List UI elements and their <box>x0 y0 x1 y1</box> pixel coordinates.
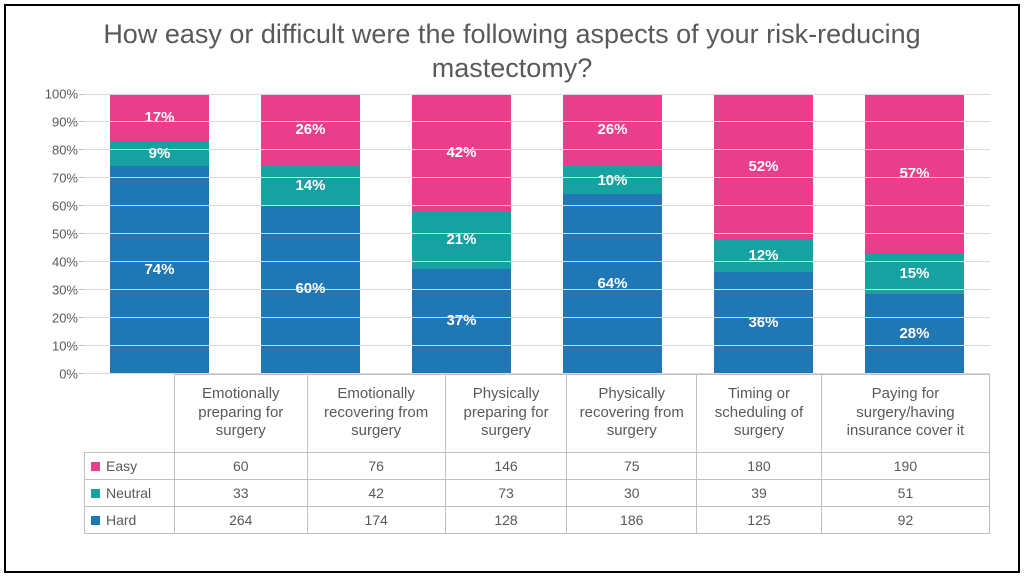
bar-segment-easy: 26% <box>261 94 359 167</box>
bar-segment-hard: 74% <box>110 166 208 372</box>
bar-segment-hard: 64% <box>563 194 661 373</box>
legend-swatch <box>91 462 100 471</box>
data-table-body: Emotionally preparing for surgeryEmotion… <box>85 374 990 533</box>
table-cell: 128 <box>445 506 567 533</box>
table-category-cell: Emotionally preparing for surgery <box>175 374 308 452</box>
y-axis: 0%10%20%30%40%50%60%70%80%90%100% <box>34 94 84 374</box>
gridline <box>84 345 990 346</box>
table-cell: 39 <box>697 479 822 506</box>
plot-area: 74%9%17%60%14%26%37%21%42%64%10%26%36%12… <box>84 94 990 374</box>
gridline <box>84 233 990 234</box>
gridline <box>84 373 990 374</box>
y-tick-label: 90% <box>52 114 78 129</box>
bar-segment-easy: 42% <box>412 94 510 211</box>
table-cell: 76 <box>307 452 445 479</box>
legend-cell-easy: Easy <box>85 452 175 479</box>
y-tick-label: 50% <box>52 226 78 241</box>
y-tickmark <box>79 233 84 234</box>
gridline <box>84 261 990 262</box>
bar-segment-hard: 37% <box>412 269 510 372</box>
y-tickmark <box>79 373 84 374</box>
chart-title: How easy or difficult were the following… <box>34 18 990 86</box>
y-tickmark <box>79 121 84 122</box>
y-tickmark <box>79 205 84 206</box>
y-tick-label: 70% <box>52 170 78 185</box>
table-category-cell: Paying for surgery/having insurance cove… <box>821 374 989 452</box>
bar-segment-easy: 52% <box>714 94 812 239</box>
table-cell: 30 <box>567 479 697 506</box>
gridline <box>84 177 990 178</box>
y-tick-label: 60% <box>52 198 78 213</box>
bar-segment-easy: 57% <box>865 94 963 253</box>
table-row: Hard26417412818612592 <box>85 506 990 533</box>
gridline <box>84 205 990 206</box>
y-tick-label: 40% <box>52 254 78 269</box>
table-cell: 180 <box>697 452 822 479</box>
table-cell: 146 <box>445 452 567 479</box>
legend-cell-neutral: Neutral <box>85 479 175 506</box>
chart-area: 0%10%20%30%40%50%60%70%80%90%100% 74%9%1… <box>34 94 990 374</box>
y-tickmark <box>79 317 84 318</box>
table-cell: 186 <box>567 506 697 533</box>
table-cell: 264 <box>175 506 308 533</box>
table-category-cell: Physically preparing for surgery <box>445 374 567 452</box>
legend-swatch <box>91 489 100 498</box>
table-category-cell: Timing or scheduling of surgery <box>697 374 822 452</box>
table-cell: 60 <box>175 452 308 479</box>
bar-segment-hard: 36% <box>714 272 812 372</box>
table-cell: 125 <box>697 506 822 533</box>
bar-segment-neutral: 14% <box>261 166 359 205</box>
y-tickmark <box>79 177 84 178</box>
bar-segment-neutral: 9% <box>110 141 208 166</box>
table-blank-cell <box>85 374 175 452</box>
data-table: Emotionally preparing for surgeryEmotion… <box>84 374 990 534</box>
table-category-row: Emotionally preparing for surgeryEmotion… <box>85 374 990 452</box>
gridline <box>84 121 990 122</box>
bar-segment-easy: 26% <box>563 94 661 167</box>
y-tick-label: 30% <box>52 282 78 297</box>
y-tickmark <box>79 149 84 150</box>
gridline <box>84 289 990 290</box>
y-tick-label: 0% <box>59 366 78 381</box>
table-category-cell: Emotionally recovering from surgery <box>307 374 445 452</box>
table-cell: 75 <box>567 452 697 479</box>
y-tickmark <box>79 94 84 95</box>
table-cell: 73 <box>445 479 567 506</box>
gridline <box>84 94 990 95</box>
bar-segment-hard: 28% <box>865 294 963 372</box>
gridline <box>84 149 990 150</box>
legend-swatch <box>91 516 100 525</box>
table-cell: 51 <box>821 479 989 506</box>
bar-segment-neutral: 12% <box>714 239 812 272</box>
y-tick-label: 20% <box>52 310 78 325</box>
y-tick-label: 10% <box>52 338 78 353</box>
table-row: Easy607614675180190 <box>85 452 990 479</box>
bar-segment-neutral: 10% <box>563 166 661 194</box>
legend-cell-hard: Hard <box>85 506 175 533</box>
table-category-cell: Physically recovering from surgery <box>567 374 697 452</box>
y-tick-label: 80% <box>52 142 78 157</box>
y-tickmark <box>79 345 84 346</box>
table-row: Neutral334273303951 <box>85 479 990 506</box>
y-tick-label: 100% <box>45 86 78 101</box>
y-tickmark <box>79 289 84 290</box>
table-cell: 174 <box>307 506 445 533</box>
table-cell: 190 <box>821 452 989 479</box>
chart-frame: How easy or difficult were the following… <box>4 4 1020 573</box>
bar-segment-easy: 17% <box>110 94 208 141</box>
table-cell: 33 <box>175 479 308 506</box>
y-tickmark <box>79 261 84 262</box>
gridline <box>84 317 990 318</box>
table-cell: 42 <box>307 479 445 506</box>
table-cell: 92 <box>821 506 989 533</box>
